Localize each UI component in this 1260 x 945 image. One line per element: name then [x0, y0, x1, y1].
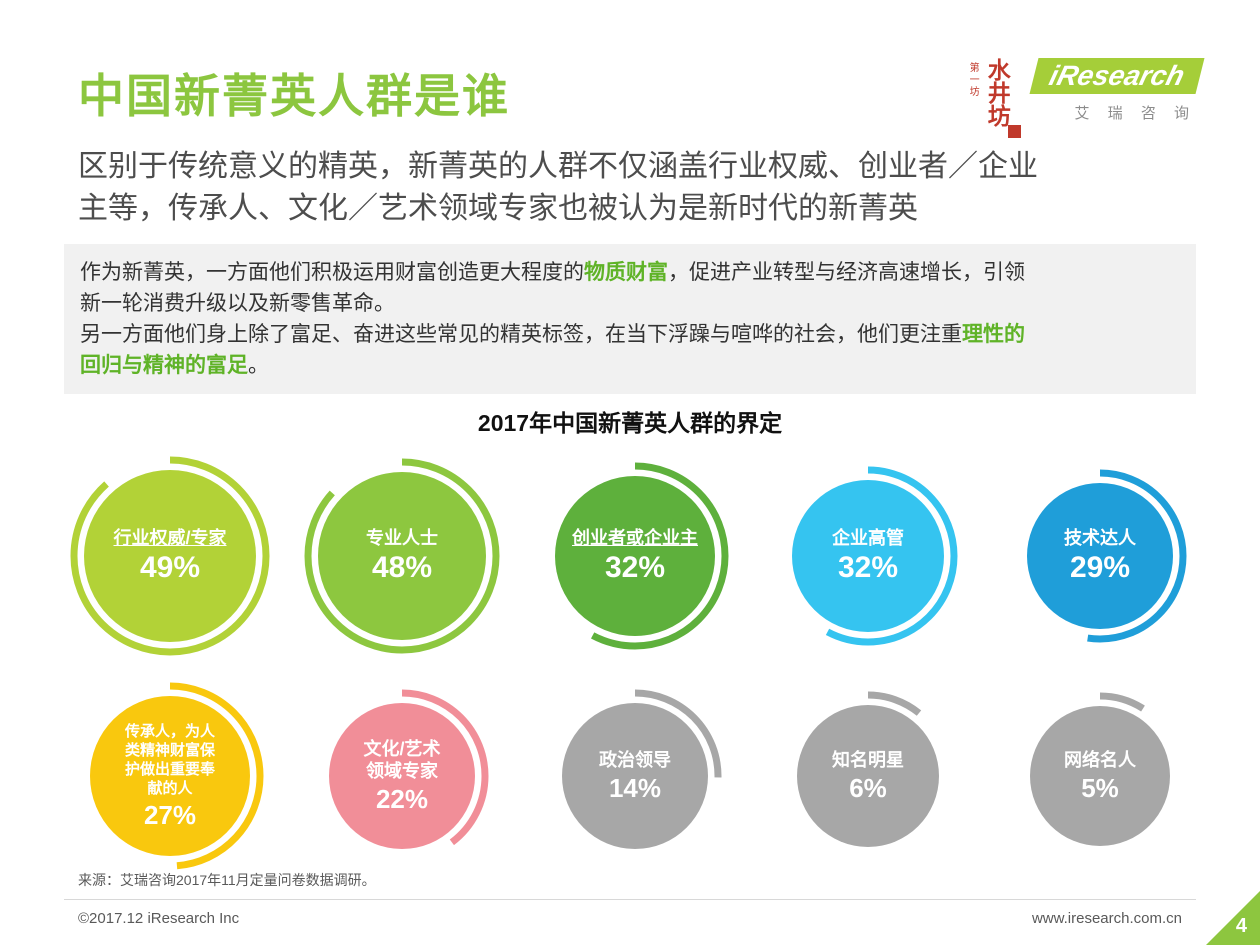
bubble-label: 创业者或企业主: [572, 528, 698, 548]
bubble-arc: [315, 689, 489, 863]
summary-p2-text: 另一方面他们身上除了富足、奋进这些常见的精英标签，在当下浮躁与喧哗的社会，他们更…: [80, 323, 962, 346]
bubble-label: 行业权威/专家: [113, 528, 227, 548]
bubble-value: 32%: [837, 551, 899, 584]
bubble-value: 14%: [608, 772, 662, 803]
seal-stamp-icon: [1008, 125, 1022, 138]
bubble-value: 27%: [143, 799, 197, 830]
bubble-label: 传承人，为人 类精神财富保 护做出重要奉 献的人: [124, 722, 215, 797]
copyright-text: ©2017.12 iResearch Inc: [78, 910, 240, 927]
bubble-arc: [548, 689, 722, 863]
bubble-value: 32%: [604, 551, 666, 584]
bubble-value: 5%: [1081, 772, 1119, 803]
bubble-circle: 行业权威/专家 49%: [84, 470, 256, 642]
bubble-10: 网络名人 5%: [1013, 689, 1187, 863]
bubble-7: 文化/艺术 领域专家 22%: [312, 686, 492, 866]
source-note: 来源：艾瑞咨询2017年11月定量问卷数据调研。: [78, 872, 376, 888]
header-logos: 第一坊 水井坊 iResearch 艾 瑞 咨 询: [964, 58, 1205, 142]
bubble-3: 创业者或企业主 32%: [538, 459, 732, 653]
bubble-5: 技术达人 29%: [1010, 466, 1190, 646]
page-subtitle: 区别于传统意义的精英，新菁英的人群不仅涵盖行业权威、创业者／企业 主等，传承人、…: [78, 150, 1038, 225]
bubble-label: 专业人士: [366, 528, 438, 548]
bubble-circle: 政治领导 14%: [562, 703, 708, 849]
iresearch-logo: iResearch 艾 瑞 咨 询: [1029, 58, 1205, 123]
bubble-circle: 企业高管 32%: [792, 480, 944, 632]
bubble-arc: [1013, 469, 1187, 643]
bubble-value: 6%: [849, 772, 887, 803]
bubble-label: 政治领导: [599, 749, 671, 770]
bubble-arc: [70, 456, 270, 656]
bubble-circle: 技术达人 29%: [1027, 483, 1173, 629]
bubble-label: 知名明星: [832, 749, 904, 770]
bubble-value: 48%: [371, 551, 433, 584]
bubble-2: 专业人士 48%: [301, 455, 503, 657]
bubble-arc: [1016, 692, 1184, 860]
bubble-arc: [76, 682, 264, 870]
bubble-1: 行业权威/专家 49%: [67, 453, 273, 659]
shuijingfang-seal-logo: 第一坊 水井坊: [964, 58, 1024, 142]
bubble-9: 知名明星 6%: [780, 688, 956, 864]
bubble-arc: [783, 691, 953, 861]
bubble-circle: 文化/艺术 领域专家 22%: [329, 703, 475, 849]
bubble-value: 49%: [139, 551, 201, 584]
seal-small-text: 第一坊: [967, 62, 979, 98]
bubble-6: 传承人，为人 类精神财富保 护做出重要奉 献的人 27%: [73, 679, 267, 873]
bubble-label: 网络名人: [1064, 749, 1136, 770]
bubble-value: 29%: [1069, 551, 1131, 584]
bubble-value: 22%: [375, 783, 429, 814]
chart-title: 2017年中国新菁英人群的界定: [477, 410, 783, 436]
bubble-circle: 知名明星 6%: [797, 705, 939, 847]
bubble-circle: 传承人，为人 类精神财富保 护做出重要奉 献的人 27%: [90, 696, 250, 856]
website-link[interactable]: www.iresearch.com.cn: [1031, 910, 1182, 927]
summary-p1-text: 作为新菁英，一方面他们积极运用财富创造更大程度的: [80, 261, 584, 284]
bubble-label: 技术达人: [1064, 528, 1136, 548]
page-title: 中国新菁英人群是谁: [78, 70, 510, 122]
iresearch-chinese-name: 艾 瑞 咨 询: [1074, 105, 1196, 122]
bubble-4: 企业高管 32%: [775, 463, 961, 649]
summary-paragraph-1: 作为新菁英，一方面他们积极运用财富创造更大程度的物质财富，促进产业转型与经济高速…: [80, 257, 1180, 319]
bubble-label: 企业高管: [832, 528, 904, 548]
summary-box: 作为新菁英，一方面他们积极运用财富创造更大程度的物质财富，促进产业转型与经济高速…: [64, 244, 1196, 394]
bubble-circle: 网络名人 5%: [1030, 706, 1170, 846]
page-number: 4: [1235, 915, 1247, 937]
bubble-8: 政治领导 14%: [545, 686, 725, 866]
bubble-arc: [778, 466, 958, 646]
summary-p1-text-end: ，促进产业转型与经济高速增长，引领 新一轮消费升级以及新零售革命。: [80, 261, 1025, 315]
summary-p2-text-end: 。: [248, 354, 269, 377]
bubble-arc: [304, 458, 500, 654]
bubble-label: 文化/艺术 领域专家: [363, 738, 441, 781]
summary-paragraph-2: 另一方面他们身上除了富足、奋进这些常见的精英标签，在当下浮躁与喧哗的社会，他们更…: [80, 319, 1180, 381]
footer-divider: [64, 899, 1196, 900]
bubble-arc: [541, 462, 729, 650]
seal-main-text: 水井坊: [984, 58, 1010, 127]
bubble-circle: 专业人士 48%: [318, 472, 486, 640]
highlight-rational-return: 理性的 回归与精神的富足: [80, 323, 1025, 377]
bubble-circle: 创业者或企业主 32%: [555, 476, 715, 636]
highlight-material-wealth: 物质财富: [584, 261, 668, 284]
